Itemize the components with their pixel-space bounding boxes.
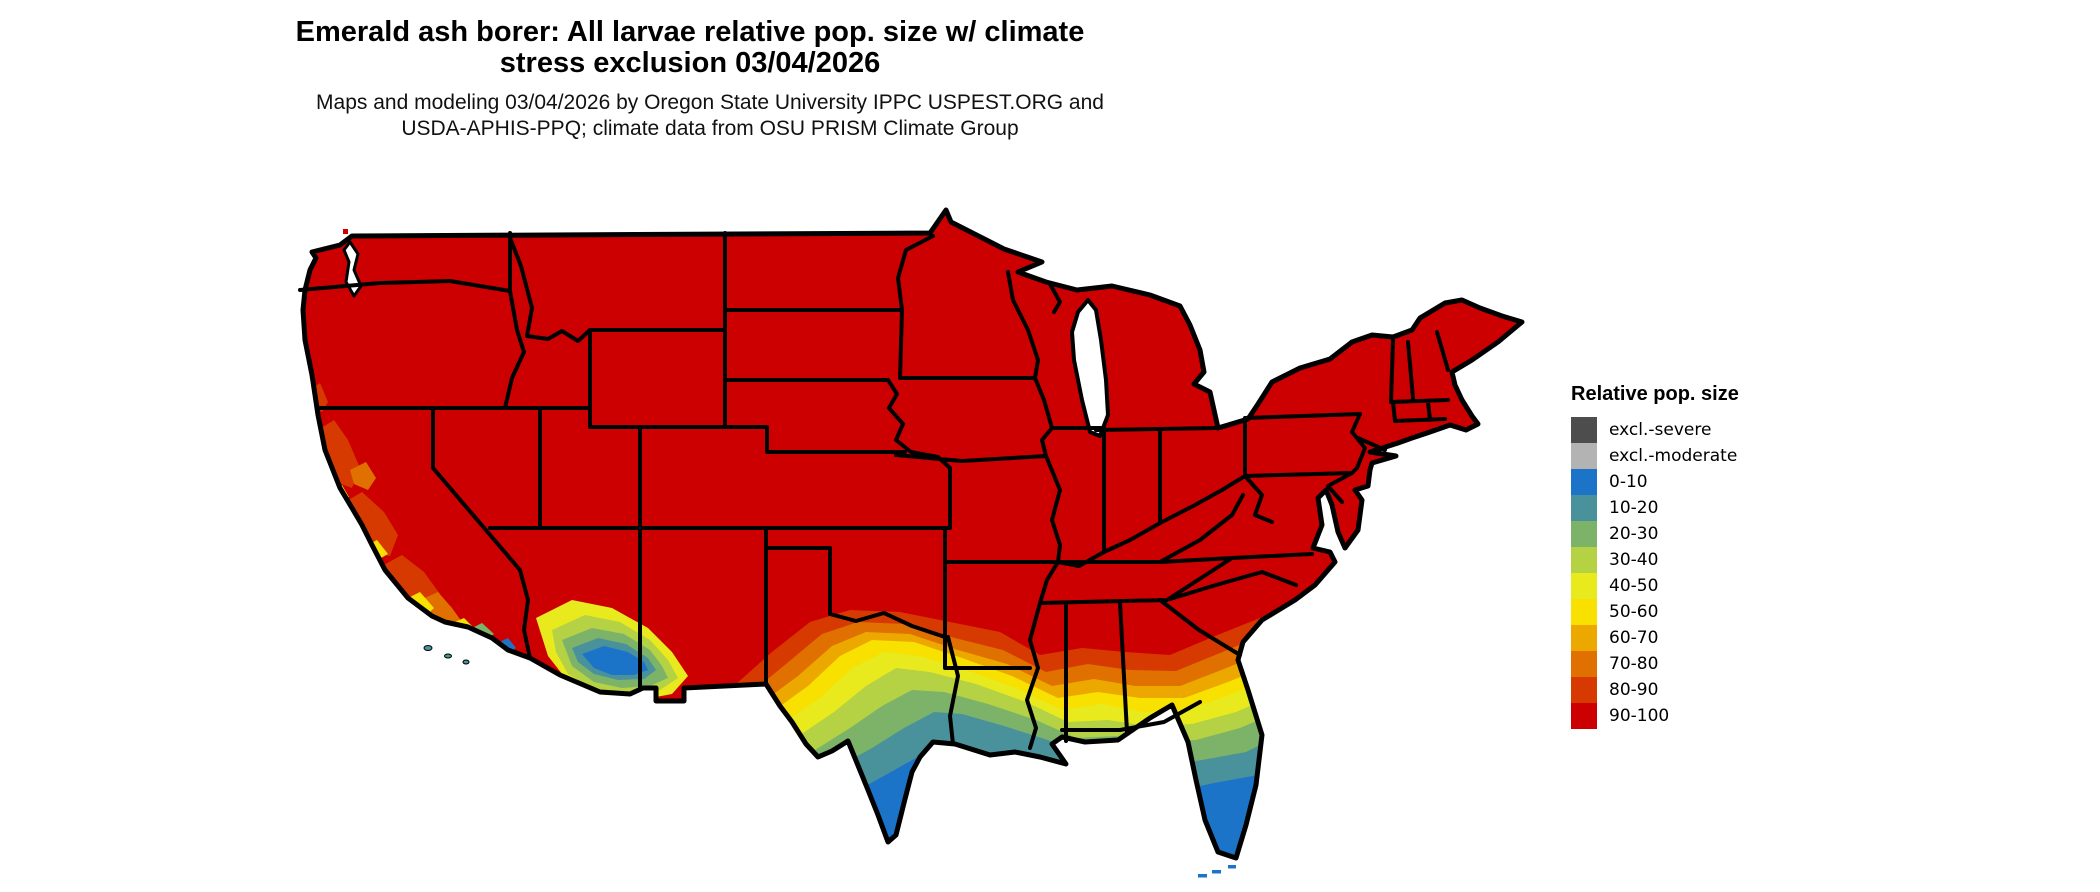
legend-entry-label: 60-70 <box>1609 628 1659 648</box>
california-patch-orange-1 <box>318 420 360 488</box>
legend-color-swatch <box>1571 417 1597 443</box>
legend-color-swatch <box>1571 677 1597 703</box>
legend-color-swatch <box>1571 547 1597 573</box>
florida-key-3 <box>1228 865 1236 869</box>
legend-color-swatch <box>1571 651 1597 677</box>
legend-entry-label: 0-10 <box>1609 472 1648 492</box>
legend-entry-label: 80-90 <box>1609 680 1659 700</box>
page-title-line1: Emerald ash borer: All larvae relative p… <box>295 16 1085 48</box>
attribution-line2: USDA-APHIS-PPQ; climate data from OSU PR… <box>401 117 1019 140</box>
legend-color-swatch <box>1571 573 1597 599</box>
legend-color-swatch <box>1571 599 1597 625</box>
legend-entry: 60-70 <box>1571 625 1739 651</box>
legend-color-swatch <box>1571 495 1597 521</box>
legend-entry: 70-80 <box>1571 651 1739 677</box>
legend-color-swatch <box>1571 703 1597 729</box>
legend-entry: 10-20 <box>1571 495 1739 521</box>
california-patch-orange-4 <box>350 462 376 490</box>
puget-sound <box>342 240 363 298</box>
legend-entry: 80-90 <box>1571 677 1739 703</box>
legend-entry-label: 10-20 <box>1609 498 1659 518</box>
legend-color-swatch <box>1571 521 1597 547</box>
legend-entry-label: excl.-severe <box>1609 420 1712 440</box>
band-0-10 <box>740 726 1460 858</box>
legend-entries: excl.-severe excl.-moderate 0-10 10-20 2… <box>1571 417 1739 729</box>
legend-entry-label: 90-100 <box>1609 706 1670 726</box>
legend-entry: excl.-moderate <box>1571 443 1739 469</box>
legend-entry: 40-50 <box>1571 573 1739 599</box>
legend-entry: 50-60 <box>1571 599 1739 625</box>
page-title-line2: stress exclusion 03/04/2026 <box>499 47 881 79</box>
legend-color-swatch <box>1571 443 1597 469</box>
state-borders <box>298 231 1450 750</box>
legend-color-swatch <box>1571 625 1597 651</box>
legend-entry-label: excl.-moderate <box>1609 446 1738 466</box>
legend-entry: excl.-severe <box>1571 417 1739 443</box>
legend-entry: 30-40 <box>1571 547 1739 573</box>
coastal-island-speck <box>343 229 348 234</box>
attribution-line1: Maps and modeling 03/04/2026 by Oregon S… <box>316 91 1104 114</box>
legend-entry: 90-100 <box>1571 703 1739 729</box>
legend-entry-label: 50-60 <box>1609 602 1659 622</box>
legend-entry-label: 40-50 <box>1609 576 1659 596</box>
arizona-zone-blue <box>582 646 648 675</box>
attribution: Maps and modeling 03/04/2026 by Oregon S… <box>260 90 1160 142</box>
legend: Relative pop. size excl.-severe excl.-mo… <box>1571 383 1739 729</box>
legend-entry: 0-10 <box>1571 469 1739 495</box>
channel-island-3 <box>462 659 470 665</box>
legend-title: Relative pop. size <box>1571 383 1739 405</box>
legend-entry-label: 20-30 <box>1609 524 1659 544</box>
us-outline <box>300 207 1525 861</box>
california-patch-orange-5 <box>420 592 462 630</box>
legend-entry-label: 70-80 <box>1609 654 1659 674</box>
legend-color-swatch <box>1571 469 1597 495</box>
legend-entry: 20-30 <box>1571 521 1739 547</box>
florida-key-2 <box>1212 870 1221 874</box>
channel-island-2 <box>444 653 452 659</box>
legend-entry-label: 30-40 <box>1609 550 1659 570</box>
florida-key-1 <box>1198 874 1207 878</box>
page-title: Emerald ash borer: All larvae relative p… <box>240 17 1140 79</box>
lake-michigan <box>1070 298 1110 438</box>
channel-island-1 <box>423 645 433 651</box>
